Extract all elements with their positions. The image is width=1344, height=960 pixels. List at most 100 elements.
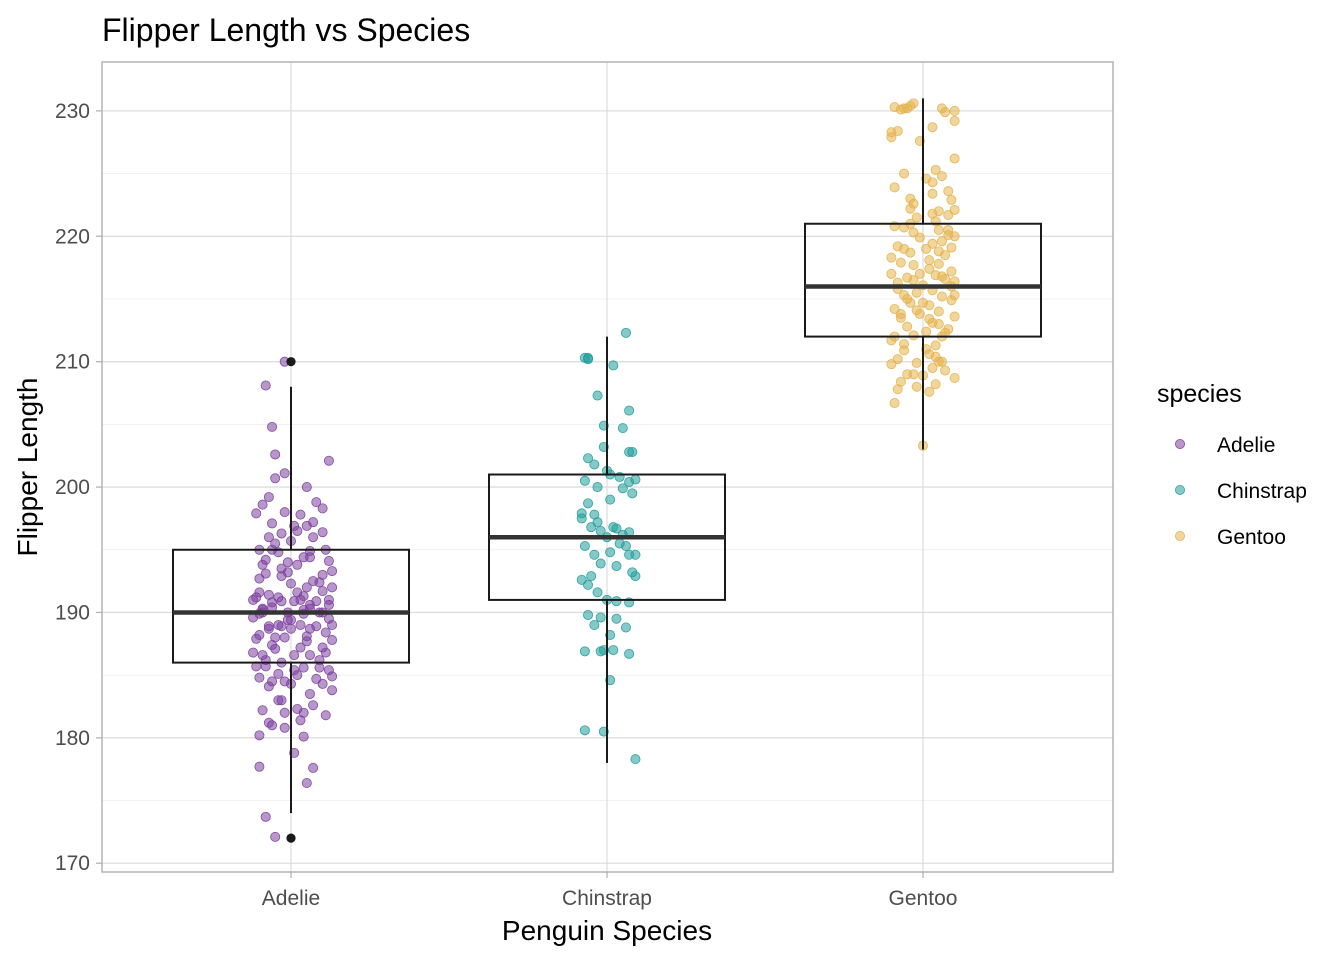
data-point xyxy=(289,596,300,607)
data-point xyxy=(295,509,306,520)
data-point xyxy=(298,731,309,742)
plot-panel xyxy=(101,61,1114,873)
legend-key xyxy=(1175,531,1186,542)
data-point xyxy=(270,831,281,842)
data-point xyxy=(323,599,334,610)
data-point xyxy=(911,287,922,298)
data-point xyxy=(908,369,919,380)
data-point xyxy=(263,621,274,632)
x-tick-label: Chinstrap xyxy=(562,887,652,910)
box-chinstrap xyxy=(488,336,726,763)
data-point xyxy=(595,558,606,569)
data-point xyxy=(254,587,265,598)
data-point xyxy=(930,379,941,390)
points-adelie xyxy=(248,356,338,842)
legend-key xyxy=(1175,484,1186,495)
points-chinstrap xyxy=(576,327,641,765)
box-iqr xyxy=(804,222,1042,338)
data-point xyxy=(592,482,603,493)
data-point xyxy=(927,362,938,373)
data-point xyxy=(327,671,338,682)
data-point xyxy=(279,468,290,479)
data-point xyxy=(308,762,319,773)
data-point xyxy=(617,423,628,434)
data-point xyxy=(895,104,906,115)
data-point xyxy=(295,619,306,630)
data-point xyxy=(320,627,331,638)
data-point xyxy=(918,297,929,308)
data-point xyxy=(949,153,960,164)
data-point xyxy=(301,482,312,493)
data-point xyxy=(949,105,960,116)
data-point xyxy=(911,212,922,223)
data-point xyxy=(583,498,594,509)
data-point xyxy=(327,566,338,577)
data-point xyxy=(892,125,903,136)
data-point xyxy=(273,668,284,679)
outlier-point xyxy=(286,833,296,843)
data-point xyxy=(579,725,590,736)
data-point xyxy=(946,194,957,205)
data-point xyxy=(949,372,960,383)
data-point xyxy=(285,623,296,634)
data-point xyxy=(589,509,600,520)
outlier-point xyxy=(286,357,296,367)
data-point xyxy=(930,351,941,362)
y-tick-label: 190 xyxy=(55,601,90,624)
data-point xyxy=(301,520,312,531)
data-point xyxy=(323,455,334,466)
data-point xyxy=(943,230,954,241)
data-point xyxy=(327,619,338,630)
data-point xyxy=(576,513,587,524)
data-point xyxy=(595,646,606,657)
data-point xyxy=(583,609,594,620)
x-axis: Adelie Chinstrap Gentoo xyxy=(262,872,957,910)
data-point xyxy=(292,525,303,536)
data-point xyxy=(940,365,951,376)
data-point xyxy=(270,473,281,484)
data-point xyxy=(595,612,606,623)
data-point xyxy=(605,547,616,558)
data-point xyxy=(267,518,278,529)
data-point xyxy=(295,642,306,653)
data-point xyxy=(620,540,631,551)
data-point xyxy=(611,613,622,624)
y-tick-label: 170 xyxy=(55,852,90,875)
box-iqr xyxy=(172,548,410,664)
legend: species Adelie Chinstrap Gentoo xyxy=(1157,380,1307,549)
legend-item-chinstrap: Chinstrap xyxy=(1175,480,1307,503)
data-point xyxy=(304,546,315,557)
data-point xyxy=(248,647,259,658)
data-point xyxy=(624,405,635,416)
data-point xyxy=(608,360,619,371)
data-point xyxy=(608,522,619,533)
data-point xyxy=(930,340,941,351)
data-point xyxy=(924,255,935,266)
data-point xyxy=(933,306,944,317)
data-point xyxy=(911,357,922,368)
data-point xyxy=(320,647,331,658)
data-point xyxy=(251,508,262,519)
data-point xyxy=(589,459,600,470)
data-point xyxy=(254,672,265,683)
data-point xyxy=(298,662,309,673)
data-point xyxy=(308,576,319,587)
data-point xyxy=(589,619,600,630)
data-point xyxy=(586,571,597,582)
data-point xyxy=(608,645,619,656)
data-point xyxy=(263,532,274,543)
data-point xyxy=(289,650,300,661)
y-tick-label: 230 xyxy=(55,100,90,123)
data-point xyxy=(927,122,938,133)
data-point xyxy=(933,319,944,330)
legend-key xyxy=(1175,438,1186,449)
data-point xyxy=(317,503,328,514)
data-point xyxy=(327,635,338,646)
data-point xyxy=(327,582,338,593)
y-tick-label: 180 xyxy=(55,727,90,750)
data-point xyxy=(620,327,631,338)
data-point xyxy=(936,291,947,302)
legend-title: species xyxy=(1157,380,1242,408)
data-point xyxy=(889,182,900,193)
